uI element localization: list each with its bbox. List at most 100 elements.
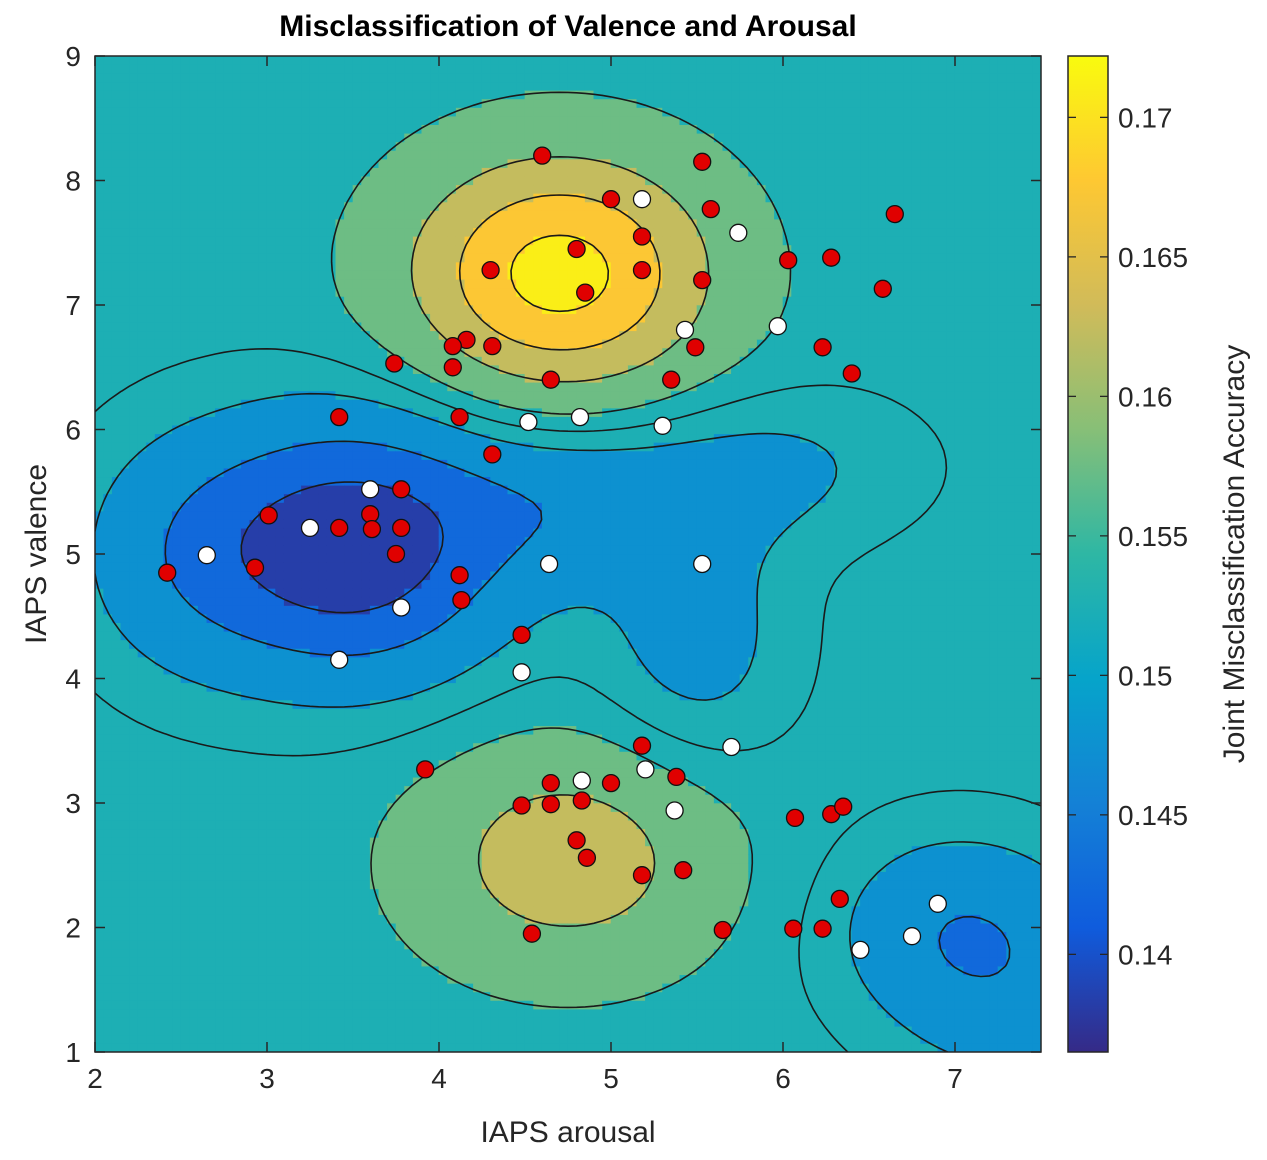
contour-fill-cell [369,940,380,950]
contour-fill-cell [301,381,311,392]
contour-fill-cell [129,673,139,684]
contour-fill-cell [258,716,268,727]
contour-fill-cell [421,648,431,658]
contour-fill-cell [197,416,208,426]
contour-fill-cell [283,605,294,615]
contour-fill-cell [215,115,225,125]
contour-fill-cell [292,210,302,220]
contour-fill-cell [335,854,345,864]
contour-fill-cell [266,656,276,666]
contour-fill-cell [438,656,448,666]
contour-fill-cell [137,768,147,778]
contour-fill-cell [240,1000,251,1010]
contour-fill-cell [283,579,294,589]
contour-fill-cell [232,150,242,160]
contour-fill-cell [387,673,397,684]
contour-fill-cell [197,742,208,752]
contour-fill-cell [352,828,362,838]
contour-fill-cell [240,802,251,812]
contour-fill-cell [395,974,405,984]
contour-fill-cell [197,467,208,478]
contour-fill-cell [223,64,233,74]
contour-fill-cell [154,708,165,718]
contour-fill-cell [378,656,388,666]
contour-fill-cell [335,562,345,572]
contour-fill-cell [172,948,182,958]
contour-fill-cell [309,236,319,246]
contour-fill-cell [215,399,225,409]
contour-fill-cell [318,819,328,830]
contour-fill-cell [95,536,104,546]
contour-fill-cell [318,64,328,74]
contour-fill-cell [206,819,216,830]
contour-fill-cell [95,381,104,392]
contour-fill-cell [335,673,345,684]
contour-fill-cell [163,596,173,606]
contour-fill-cell [275,759,285,769]
contour-fill-cell [120,897,130,907]
contour-fill-cell [412,914,423,924]
contour-fill-cell [361,278,371,289]
contour-fill-cell [318,1034,328,1044]
contour-fill-cell [387,476,397,486]
contour-fill-cell [447,373,457,383]
contour-fill-cell [430,742,440,752]
contour-fill-cell [430,236,440,246]
contour-fill-cell [378,390,388,400]
contour-fill-cell [344,201,354,211]
contour-fill-cell [206,296,216,306]
contour-fill-cell [180,527,190,538]
contour-fill-cell [344,56,354,65]
contour-fill-cell [249,98,259,108]
contour-fill-cell [404,167,414,177]
contour-fill-cell [146,356,156,366]
contour-fill-cell [180,56,190,65]
contour-fill-cell [361,141,371,151]
contour-fill-cell [421,150,431,160]
contour-fill-cell [111,90,122,100]
contour-fill-cell [95,1034,104,1044]
contour-fill-cell [232,124,242,134]
contour-fill-cell [95,888,104,898]
contour-fill-cell [387,759,397,769]
contour-fill-cell [180,570,190,581]
contour-fill-cell [318,845,328,855]
contour-fill-cell [283,983,294,993]
contour-fill-cell [137,381,147,392]
contour-fill-cell [137,888,147,898]
contour-fill-cell [275,699,285,709]
contour-fill-cell [223,184,233,194]
contour-fill-cell [95,1008,104,1018]
contour-fill-cell [275,828,285,838]
contour-fill-cell [309,193,319,203]
contour-fill-cell [197,485,208,495]
contour-fill-cell [163,1034,173,1044]
contour-fill-cell [447,253,457,263]
contour-fill-cell [172,253,182,263]
contour-fill-cell [309,416,319,426]
contour-fill-cell [283,940,294,950]
contour-fill-cell [421,107,431,117]
contour-fill-cell [163,914,173,924]
contour-fill-cell [206,648,216,658]
contour-fill-cell [361,940,371,950]
contour-fill-cell [266,613,276,623]
contour-fill-cell [326,433,337,443]
contour-fill-cell [180,734,190,744]
contour-fill-cell [301,965,311,976]
contour-fill-cell [309,313,319,323]
contour-fill-cell [249,605,259,615]
contour-fill-cell [154,879,165,890]
contour-fill-cell [387,347,397,357]
contour-fill-cell [361,476,371,486]
contour-fill-cell [206,416,216,426]
contour-fill-cell [421,270,431,280]
contour-fill-cell [275,914,285,924]
contour-fill-cell [309,716,319,727]
contour-fill-cell [215,759,225,769]
contour-fill-cell [189,734,199,744]
contour-fill-cell [232,175,242,186]
contour-fill-cell [206,124,216,134]
contour-fill-cell [421,175,431,186]
contour-fill-cell [378,364,388,374]
